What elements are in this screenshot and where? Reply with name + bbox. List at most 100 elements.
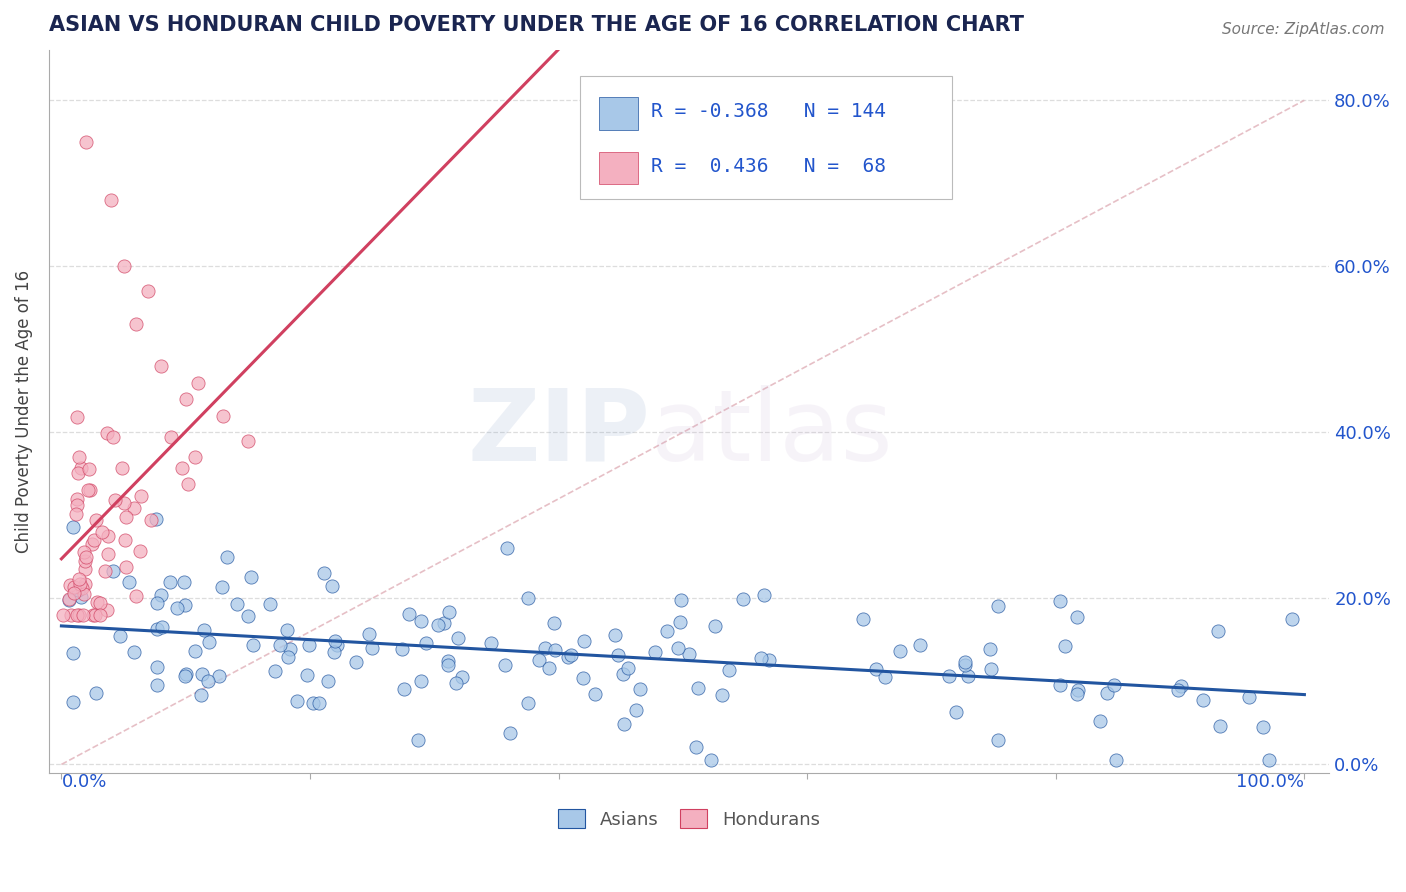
- Point: [711, 688, 734, 702]
- Text: ASIAN VS HONDURAN CHILD POVERTY UNDER THE AGE OF 16 CORRELATION CHART: ASIAN VS HONDURAN CHILD POVERTY UNDER TH…: [49, 15, 1024, 35]
- Point: [295, 668, 318, 682]
- Text: 0.0%: 0.0%: [62, 772, 107, 790]
- Bar: [599, 152, 638, 184]
- Point: [212, 409, 235, 423]
- Point: [104, 492, 127, 507]
- Point: [1102, 678, 1125, 692]
- Point: [606, 648, 628, 663]
- Point: [391, 642, 413, 657]
- Point: [89, 596, 111, 610]
- Point: [411, 614, 433, 628]
- Point: [852, 612, 875, 626]
- Point: [322, 645, 344, 659]
- Point: [1167, 683, 1189, 698]
- Point: [73, 554, 96, 568]
- Point: [1257, 753, 1279, 767]
- Point: [63, 580, 86, 594]
- Point: [1251, 720, 1274, 734]
- Text: ZIP: ZIP: [468, 384, 651, 482]
- Point: [63, 586, 86, 600]
- Point: [572, 671, 595, 685]
- Point: [516, 591, 538, 606]
- Point: [174, 392, 197, 406]
- Point: [114, 496, 136, 510]
- Point: [67, 572, 90, 586]
- Point: [90, 524, 112, 539]
- Point: [1105, 753, 1128, 767]
- Point: [193, 623, 215, 637]
- Point: [62, 646, 84, 660]
- Point: [533, 640, 555, 655]
- Point: [278, 641, 301, 656]
- Text: 100.0%: 100.0%: [1236, 772, 1305, 790]
- Point: [111, 461, 134, 475]
- Point: [1237, 690, 1260, 704]
- Point: [174, 669, 197, 683]
- Point: [359, 627, 381, 641]
- Point: [436, 657, 458, 672]
- Point: [527, 652, 550, 666]
- Point: [979, 642, 1001, 657]
- Point: [758, 653, 780, 667]
- Point: [344, 655, 367, 669]
- Point: [150, 620, 173, 634]
- Point: [236, 434, 259, 448]
- Point: [197, 673, 219, 688]
- Point: [426, 617, 449, 632]
- Point: [174, 598, 197, 612]
- Point: [1053, 639, 1076, 653]
- Point: [172, 460, 194, 475]
- Point: [76, 483, 98, 497]
- Point: [1049, 678, 1071, 692]
- Point: [263, 664, 285, 678]
- Point: [731, 592, 754, 607]
- Point: [117, 575, 139, 590]
- Point: [1066, 610, 1088, 624]
- Point: [96, 603, 118, 617]
- Point: [669, 593, 692, 607]
- Point: [62, 695, 84, 709]
- Point: [89, 607, 111, 622]
- Point: [66, 498, 89, 512]
- Point: [668, 615, 690, 629]
- Point: [75, 577, 97, 591]
- Point: [1209, 719, 1232, 733]
- Point: [953, 657, 976, 672]
- Point: [114, 533, 136, 547]
- Point: [953, 655, 976, 669]
- Point: [79, 483, 101, 497]
- Point: [183, 644, 205, 658]
- Point: [66, 410, 89, 425]
- Text: Source: ZipAtlas.com: Source: ZipAtlas.com: [1222, 22, 1385, 37]
- Point: [437, 654, 460, 668]
- Point: [409, 674, 432, 689]
- Point: [146, 622, 169, 636]
- Point: [65, 507, 87, 521]
- Point: [277, 650, 299, 665]
- Point: [166, 601, 188, 615]
- Point: [908, 638, 931, 652]
- Point: [415, 636, 437, 650]
- Point: [321, 579, 343, 593]
- Point: [96, 425, 118, 440]
- Point: [159, 574, 181, 589]
- Legend: Asians, Hondurans: Asians, Hondurans: [551, 802, 827, 836]
- Bar: [599, 97, 638, 130]
- Point: [1208, 624, 1230, 639]
- Point: [184, 450, 207, 465]
- Point: [125, 589, 148, 603]
- Point: [75, 135, 97, 149]
- Point: [67, 450, 90, 464]
- Y-axis label: Child Poverty Under the Age of 16: Child Poverty Under the Age of 16: [15, 270, 32, 553]
- Point: [624, 702, 647, 716]
- Point: [100, 193, 122, 207]
- Point: [146, 596, 169, 610]
- Point: [717, 663, 740, 677]
- Point: [394, 681, 416, 696]
- Point: [66, 607, 89, 622]
- Point: [69, 460, 91, 475]
- Point: [987, 599, 1010, 613]
- Point: [583, 687, 606, 701]
- Point: [276, 623, 298, 637]
- Point: [1049, 593, 1071, 607]
